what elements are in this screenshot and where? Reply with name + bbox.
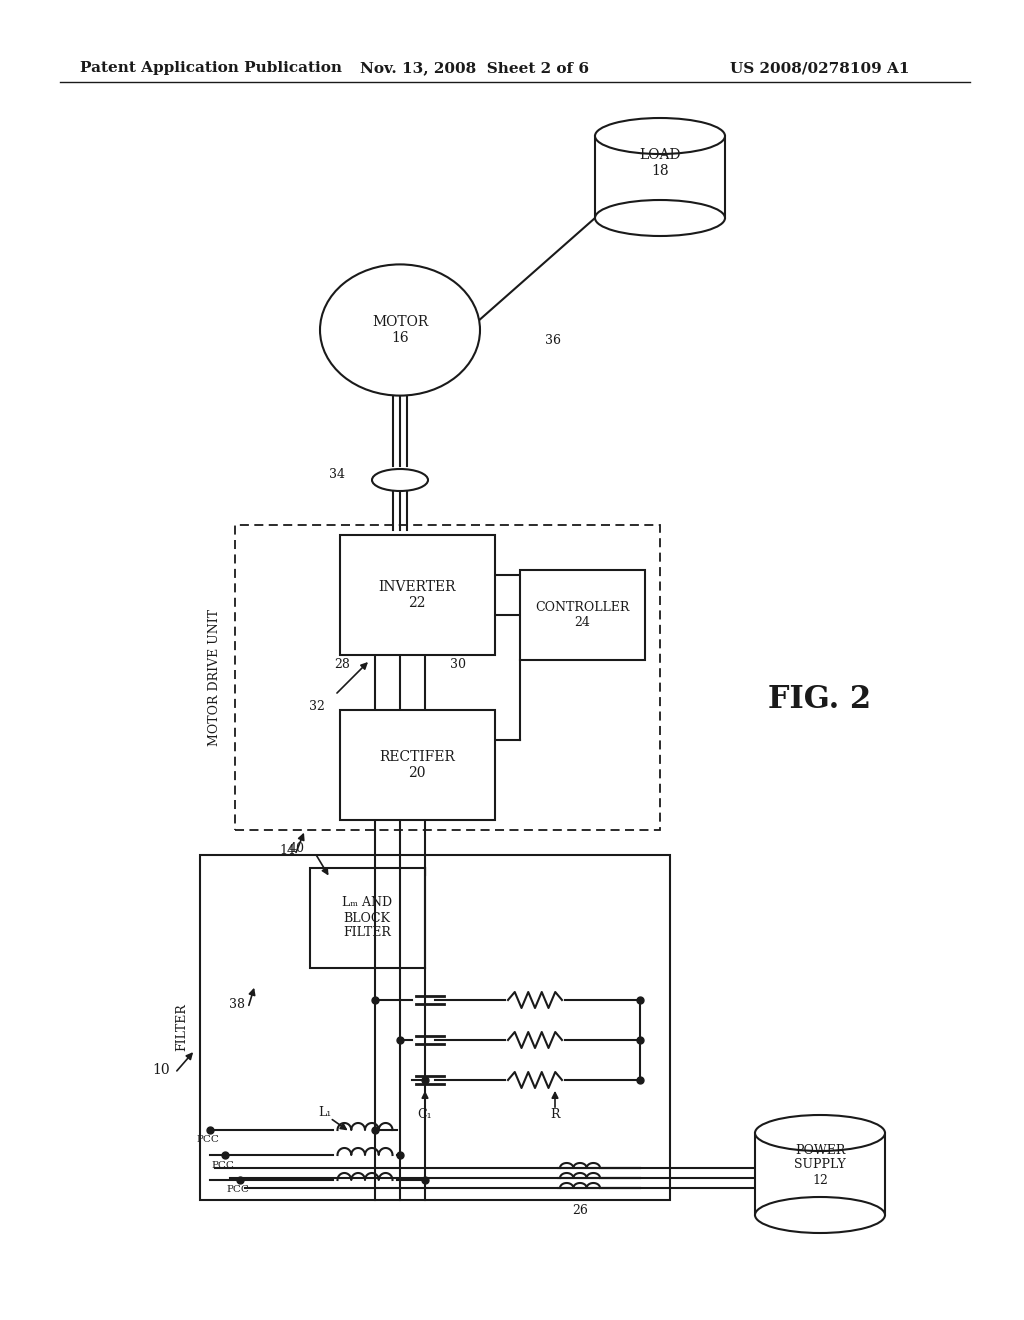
Ellipse shape	[319, 264, 480, 396]
Text: 30: 30	[450, 659, 466, 672]
Text: 38: 38	[229, 998, 245, 1011]
Text: INVERTER
22: INVERTER 22	[378, 579, 456, 610]
Bar	[340, 710, 495, 820]
Text: 28: 28	[334, 659, 350, 672]
Text: C₁: C₁	[418, 1109, 432, 1122]
Text: PCC: PCC	[212, 1160, 234, 1170]
Text: FIG. 2: FIG. 2	[768, 685, 871, 715]
Text: 26: 26	[572, 1204, 588, 1217]
Bar	[595, 136, 725, 218]
Text: L₁: L₁	[318, 1106, 332, 1119]
Text: US 2008/0278109 A1: US 2008/0278109 A1	[730, 61, 909, 75]
Text: CONTROLLER
24: CONTROLLER 24	[535, 601, 629, 630]
Text: PCC: PCC	[197, 1135, 219, 1144]
Text: Lₘ AND
BLOCK
FILTER: Lₘ AND BLOCK FILTER	[342, 896, 392, 940]
Ellipse shape	[372, 469, 428, 491]
Text: LOAD
18: LOAD 18	[639, 148, 681, 178]
Bar	[520, 570, 645, 660]
Bar	[200, 855, 670, 1200]
Text: 14: 14	[279, 843, 295, 857]
Text: POWER
SUPPLY
12: POWER SUPPLY 12	[795, 1143, 846, 1187]
Text: 10: 10	[153, 1063, 170, 1077]
Text: MOTOR
16: MOTOR 16	[372, 315, 428, 345]
Ellipse shape	[595, 201, 725, 236]
Text: 40: 40	[289, 842, 305, 854]
Bar	[755, 1133, 885, 1214]
Text: PCC: PCC	[226, 1185, 250, 1195]
Text: Nov. 13, 2008  Sheet 2 of 6: Nov. 13, 2008 Sheet 2 of 6	[360, 61, 589, 75]
Text: 32: 32	[309, 701, 325, 714]
Bar	[340, 535, 495, 655]
Ellipse shape	[755, 1197, 885, 1233]
Text: Patent Application Publication: Patent Application Publication	[80, 61, 342, 75]
Ellipse shape	[755, 1115, 885, 1151]
Text: MOTOR DRIVE UNIT: MOTOR DRIVE UNIT	[209, 609, 221, 746]
Bar	[310, 869, 425, 968]
Text: 34: 34	[329, 469, 345, 482]
Text: RECTIFER
20: RECTIFER 20	[379, 750, 455, 780]
Bar	[234, 525, 660, 830]
Text: R: R	[550, 1109, 560, 1122]
Text: 36: 36	[545, 334, 561, 346]
Ellipse shape	[595, 117, 725, 154]
Text: FILTER: FILTER	[175, 1003, 188, 1051]
